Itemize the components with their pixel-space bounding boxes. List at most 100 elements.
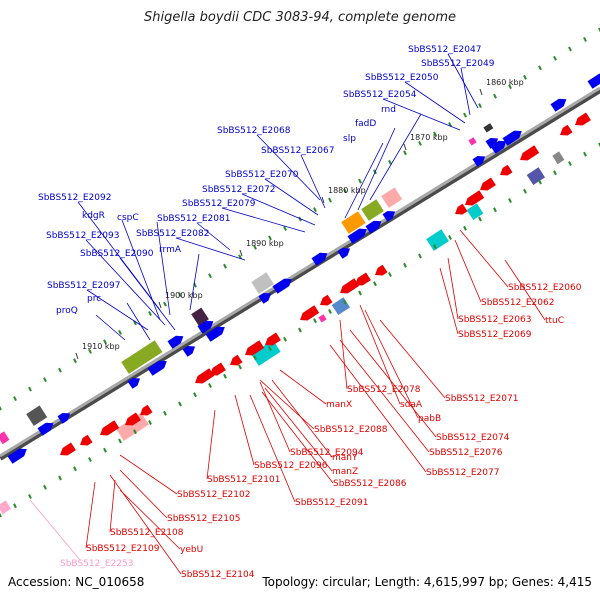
- reverse-leader-line: [109, 474, 182, 575]
- cog-tile: [251, 340, 281, 366]
- scale-tick: [373, 281, 377, 287]
- scale-tick: [523, 188, 527, 194]
- scale-tick: [133, 429, 137, 435]
- reverse-gene-arrow: [245, 340, 265, 356]
- scale-tick: [598, 142, 600, 148]
- kbp-tick-label: 1890 kbp: [246, 239, 284, 248]
- forward-leader-line: [300, 154, 326, 209]
- reverse-gene-arrow: [560, 124, 573, 136]
- scale-tick: [28, 494, 32, 499]
- forward-gene-label: SbBS512_E2079: [182, 199, 256, 209]
- cog-tile: [26, 405, 48, 426]
- scale-tick: [268, 235, 272, 241]
- reverse-leader-line: [249, 394, 296, 503]
- scale-tick: [448, 235, 452, 240]
- cog-tile: [121, 340, 163, 374]
- kbp-tick-label: 1910 kbp: [82, 342, 120, 351]
- scale-tick: [58, 367, 62, 373]
- reverse-gene-label: SbBS512_E2094: [290, 448, 364, 458]
- forward-leader-line: [156, 221, 171, 316]
- scale-tick: [103, 447, 107, 453]
- scale-tick: [583, 151, 587, 157]
- forward-gene-label: proQ: [56, 306, 78, 316]
- forward-gene-label: SbBS512_E2093: [46, 231, 119, 241]
- scale-tick: [43, 377, 47, 383]
- scale-tick: [493, 93, 497, 99]
- kbp-tick-label: 1900 kbp: [165, 291, 203, 300]
- cog-tile: [466, 203, 484, 220]
- forward-leader-line: [221, 207, 306, 233]
- forward-gene-label: SbBS512_E2081: [157, 214, 230, 224]
- forward-gene-arrow: [167, 335, 184, 349]
- reverse-gene-arrow: [125, 412, 141, 426]
- scale-tick: [508, 84, 512, 90]
- scale-tick: [313, 318, 317, 324]
- reverse-gene-arrow: [195, 368, 215, 384]
- scale-tick: [88, 457, 92, 462]
- scale-tick: [388, 272, 392, 277]
- forward-leader-line: [256, 134, 321, 201]
- pseudo-gene-label: SbBS512_E2253: [60, 559, 133, 569]
- scale-tick: [583, 37, 587, 42]
- scale-tick: [598, 27, 600, 33]
- forward-gene-label: SbBS512_E2070: [225, 170, 299, 180]
- scale-tick: [358, 290, 362, 296]
- accession-label: Accession: NC_010658: [8, 575, 145, 589]
- reverse-leader-line: [119, 454, 178, 495]
- forward-leader-line: [121, 219, 161, 321]
- reverse-gene-label: SbBS512_E2076: [429, 448, 503, 458]
- cog-tile: [381, 187, 403, 208]
- scale-tick: [418, 140, 422, 146]
- reverse-gene-label: SbBS512_E2060: [508, 283, 582, 293]
- reverse-leader-line: [271, 379, 333, 458]
- scale-tick: [223, 373, 227, 379]
- scale-tick: [508, 198, 512, 203]
- forward-leader-line: [460, 67, 471, 116]
- reverse-leader-line: [339, 339, 430, 453]
- scale-tick: [73, 466, 77, 472]
- reverse-gene-label: ttuC: [545, 316, 564, 326]
- reverse-gene-label: pabB: [418, 414, 441, 424]
- reverse-gene-label: SbBS512_E2088: [314, 425, 388, 435]
- scale-tick: [133, 320, 137, 326]
- forward-gene-label: SbBS512_E2082: [136, 229, 209, 239]
- forward-gene-label: rrmA: [159, 245, 182, 255]
- scale-tick: [463, 225, 467, 231]
- reverse-leader-line: [234, 394, 255, 466]
- scale-tick: [433, 244, 437, 250]
- scale-tick: [493, 207, 497, 213]
- reverse-leader-line: [447, 257, 459, 320]
- forward-gene-arrow: [258, 293, 272, 304]
- scale-tick: [103, 339, 107, 345]
- reverse-gene-arrow: [520, 145, 540, 161]
- scale-tick: [118, 438, 122, 444]
- forward-gene-label: rnd: [381, 105, 396, 115]
- genome-summary: Topology: circular; Length: 4,615,997 bp…: [262, 575, 592, 589]
- forward-leader-line: [95, 314, 126, 341]
- reverse-gene-arrow: [320, 294, 333, 306]
- reverse-gene-arrow: [575, 112, 591, 126]
- cog-tile: [331, 297, 350, 315]
- scale-tick: [148, 420, 152, 425]
- cog-tile: [483, 123, 494, 133]
- reverse-gene-arrow: [465, 190, 485, 206]
- reverse-gene-label: manY: [332, 453, 358, 463]
- scale-tick: [58, 475, 62, 481]
- reverse-gene-label: manZ: [332, 467, 358, 477]
- forward-gene-arrow: [587, 73, 600, 89]
- forward-gene-label: SbBS512_E2072: [202, 185, 275, 195]
- scale-tick: [208, 383, 212, 388]
- forward-gene-label: prc: [87, 294, 101, 304]
- scale-tick: [283, 336, 287, 342]
- reverse-gene-label: SbBS512_E2071: [445, 394, 518, 404]
- forward-gene-arrow: [485, 138, 499, 149]
- reverse-gene-arrow: [340, 278, 360, 294]
- forward-leader-line: [241, 193, 316, 226]
- scale-tick: [328, 309, 332, 314]
- reverse-gene-label: manX: [326, 400, 352, 410]
- scale-tick: [13, 396, 17, 401]
- reverse-gene-label: SbBS512_E2096: [254, 461, 328, 471]
- forward-gene-label: SbBS512_E2054: [343, 90, 417, 100]
- forward-leader-line: [175, 237, 246, 261]
